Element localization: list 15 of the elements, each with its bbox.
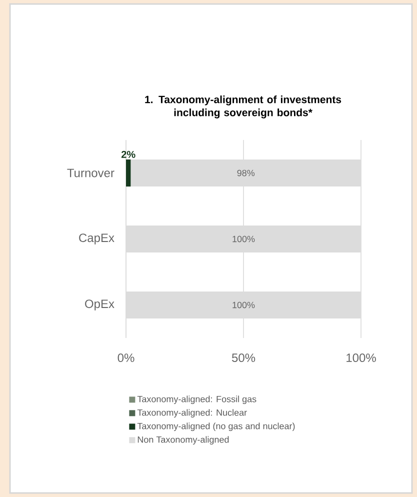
legend-label: Non Taxonomy-aligned (138, 436, 229, 445)
legend-label: Taxonomy-aligned (no gas and nuclear) (137, 422, 295, 432)
legend-label: Taxonomy-aligned: Nuclear (137, 409, 247, 418)
x-tick-label: 50% (232, 354, 256, 362)
legend-label: Taxonomy-aligned: Fossil gas (137, 396, 256, 404)
data-label: 98% (237, 170, 255, 176)
y-tick-label: Turnover (67, 168, 114, 178)
x-tick-label: 100% (346, 354, 376, 362)
data-label: 100% (232, 236, 255, 242)
y-tick-label: OpEx (85, 300, 114, 310)
x-tick-label: 0% (118, 354, 134, 362)
data-label: 2% (121, 150, 136, 158)
y-tick-label: CapEx (79, 234, 114, 244)
data-label: 100% (232, 302, 255, 308)
chart-title: 1. Taxonomy-alignment of investments including sovereign bonds* (145, 96, 342, 118)
